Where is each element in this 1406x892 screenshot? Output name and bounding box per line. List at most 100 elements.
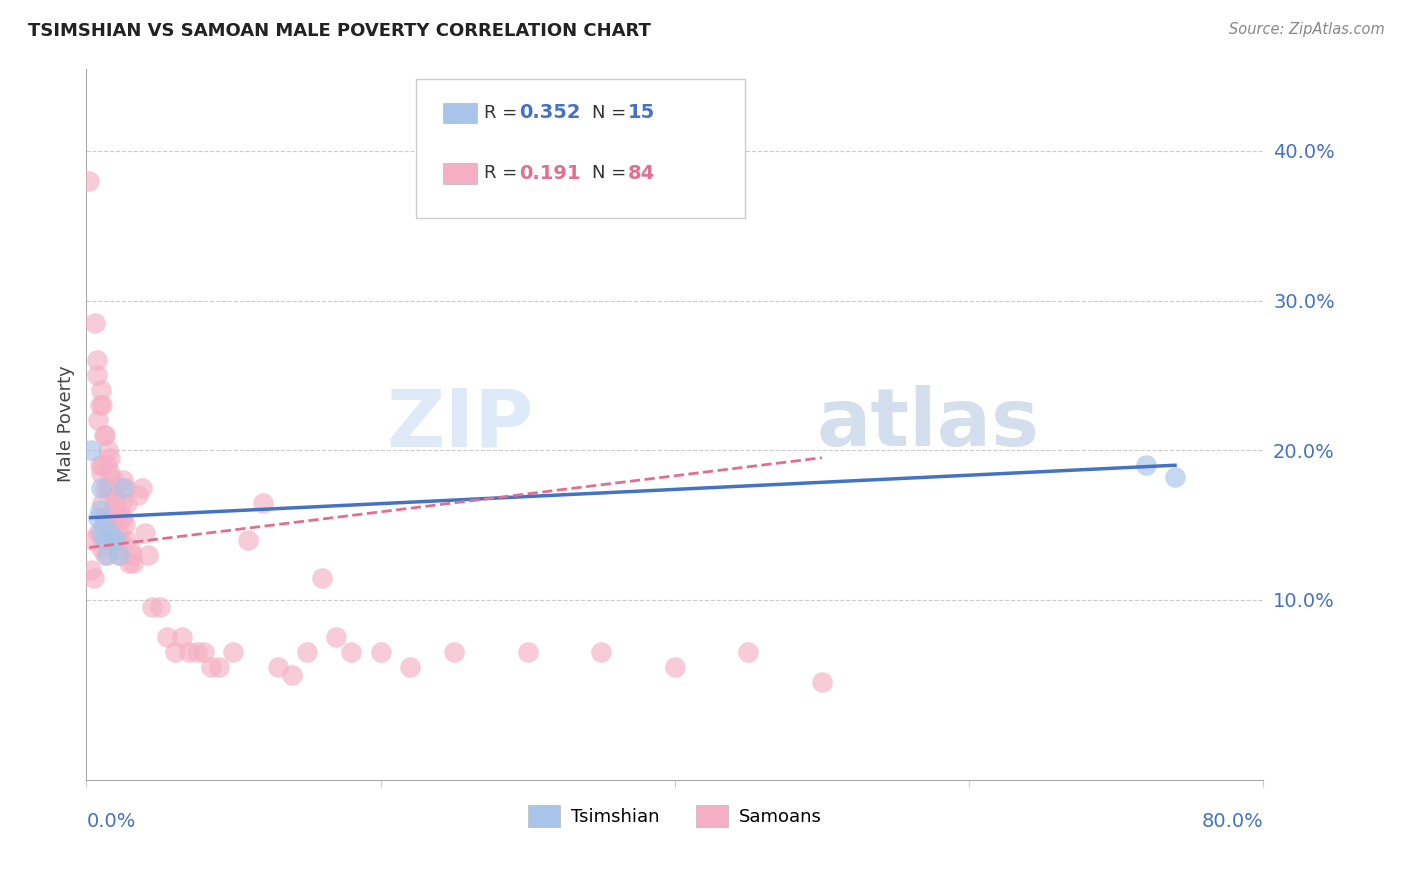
Point <box>77 174 100 188</box>
Point <box>107 548 129 562</box>
Point <box>664 660 686 674</box>
Point <box>112 481 135 495</box>
Point <box>103 488 125 502</box>
Point <box>107 548 129 562</box>
Point <box>281 668 304 682</box>
Text: 15: 15 <box>627 103 655 122</box>
Point <box>136 548 159 562</box>
Point <box>84 316 107 330</box>
Point <box>516 645 538 659</box>
Point <box>266 660 288 674</box>
Point <box>94 533 117 547</box>
Point <box>83 570 105 584</box>
Point <box>591 645 613 659</box>
Point <box>87 525 110 540</box>
Point <box>97 481 120 495</box>
Point <box>340 645 363 659</box>
Point <box>179 645 201 659</box>
Point <box>104 533 127 547</box>
Y-axis label: Male Poverty: Male Poverty <box>58 366 75 483</box>
Point <box>96 510 118 524</box>
Point <box>105 510 128 524</box>
Point <box>90 384 112 398</box>
Point <box>737 645 759 659</box>
Point <box>117 496 139 510</box>
Point <box>200 660 222 674</box>
Point <box>89 503 111 517</box>
Point <box>295 645 318 659</box>
Point <box>104 496 127 510</box>
Point <box>107 525 129 540</box>
Text: 0.352: 0.352 <box>519 103 581 122</box>
Text: 0.0%: 0.0% <box>86 812 135 830</box>
Point <box>163 645 186 659</box>
FancyBboxPatch shape <box>443 103 477 123</box>
Point <box>93 518 115 533</box>
Point <box>311 570 333 584</box>
Point <box>89 398 111 412</box>
Legend: Tsimshian, Samoans: Tsimshian, Samoans <box>520 798 830 835</box>
Point <box>114 518 136 533</box>
Point <box>252 496 274 510</box>
Point <box>101 533 124 547</box>
Point <box>97 443 120 458</box>
Text: ZIP: ZIP <box>387 385 533 463</box>
Point <box>141 600 163 615</box>
Point <box>98 525 121 540</box>
Point <box>121 548 143 562</box>
Point <box>134 525 156 540</box>
Point <box>91 496 114 510</box>
FancyBboxPatch shape <box>443 163 477 184</box>
Point <box>89 458 111 473</box>
Point <box>108 533 131 547</box>
Point <box>236 533 259 547</box>
Point <box>127 488 149 502</box>
Point <box>93 510 115 524</box>
Point <box>325 631 347 645</box>
Point <box>170 631 193 645</box>
Point <box>87 510 110 524</box>
Point <box>811 675 834 690</box>
Point <box>131 481 153 495</box>
Point <box>90 481 112 495</box>
Point <box>101 510 124 524</box>
Point <box>80 443 103 458</box>
Point <box>118 556 141 570</box>
Point <box>96 458 118 473</box>
Point <box>115 481 138 495</box>
Text: 0.191: 0.191 <box>519 163 581 183</box>
Point <box>149 600 172 615</box>
Point <box>370 645 392 659</box>
Point <box>112 510 135 524</box>
Point <box>115 533 138 547</box>
Point <box>100 510 122 524</box>
Point <box>94 548 117 562</box>
Point <box>96 548 118 562</box>
Text: 80.0%: 80.0% <box>1202 812 1263 830</box>
Point <box>98 466 121 480</box>
Point <box>193 645 215 659</box>
Point <box>86 368 108 383</box>
Text: Source: ZipAtlas.com: Source: ZipAtlas.com <box>1229 22 1385 37</box>
Text: 84: 84 <box>627 163 655 183</box>
Point <box>90 525 112 540</box>
Text: R =: R = <box>484 103 523 121</box>
FancyBboxPatch shape <box>416 79 745 218</box>
Point <box>91 458 114 473</box>
Point <box>443 645 465 659</box>
Text: R =: R = <box>484 164 529 182</box>
Point <box>1135 458 1157 473</box>
Point <box>1164 470 1187 484</box>
Point <box>100 481 122 495</box>
Text: atlas: atlas <box>815 385 1039 463</box>
Point <box>90 541 112 555</box>
Point <box>90 466 112 480</box>
Point <box>120 541 142 555</box>
Text: TSIMSHIAN VS SAMOAN MALE POVERTY CORRELATION CHART: TSIMSHIAN VS SAMOAN MALE POVERTY CORRELA… <box>28 22 651 40</box>
Point <box>82 533 104 547</box>
Point <box>94 428 117 442</box>
Text: N =: N = <box>592 103 633 121</box>
Point <box>104 541 127 555</box>
Point <box>93 428 115 442</box>
Point <box>98 450 121 465</box>
